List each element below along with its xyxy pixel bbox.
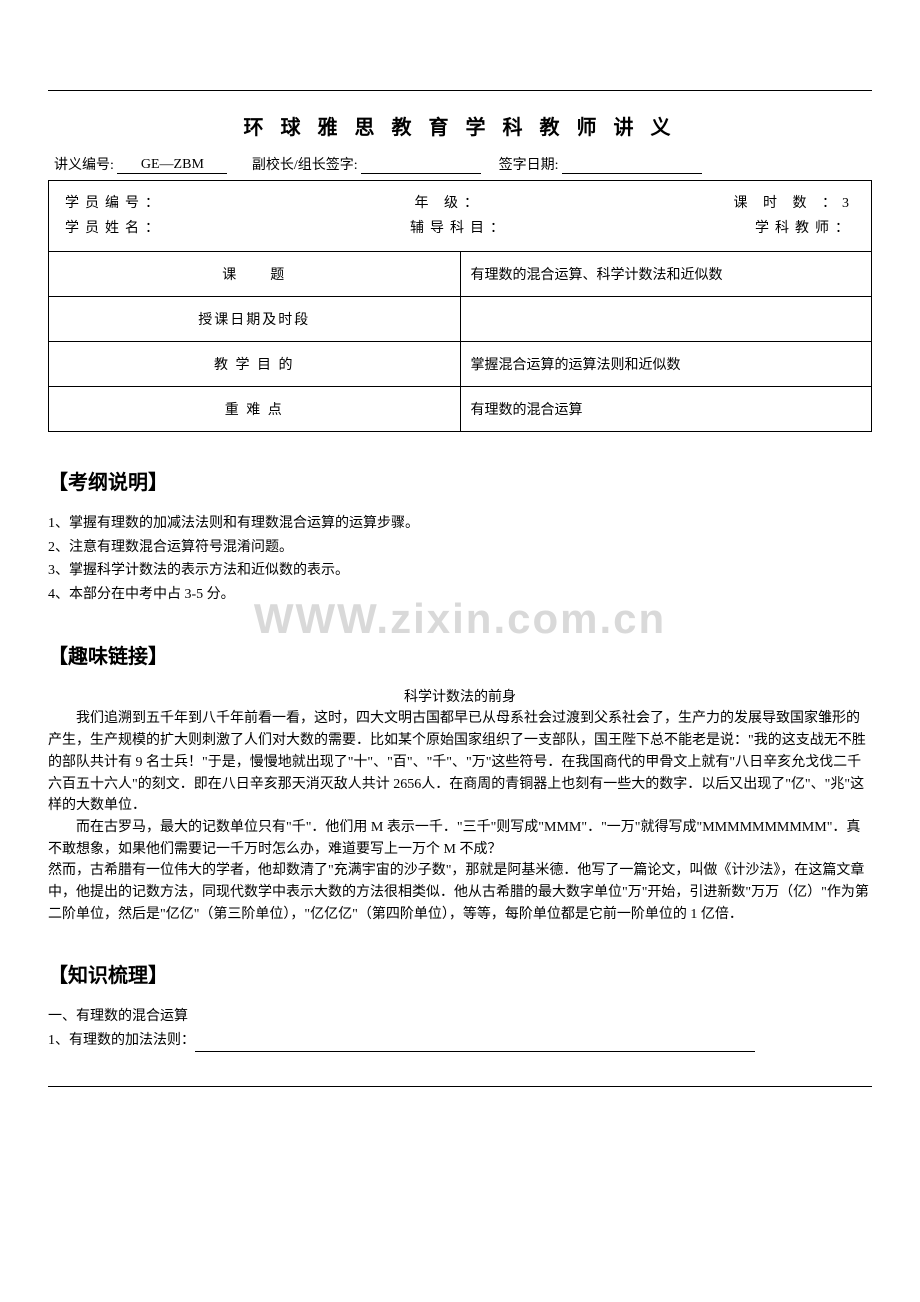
story-paragraph: 我们追溯到五千年到八千年前看一看，这时，四大文明古国都早已从母系社会过渡到父系社… — [48, 708, 872, 816]
story-paragraph: 然而，古希腊有一位伟大的学者，他却数清了"充满宇宙的沙子数"，那就是阿基米德．他… — [48, 860, 872, 925]
doc-no-label: 讲义编号: — [54, 154, 114, 174]
outline-heading: 【考纲说明】 — [48, 466, 872, 495]
top-rule — [48, 90, 872, 91]
story-paragraph: 而在古罗马，最大的记数单位只有"千"．他们用 M 表示一千．"三千"则写成"MM… — [48, 817, 872, 860]
page-title: 环 球 雅 思 教 育 学 科 教 师 讲 义 — [48, 111, 872, 140]
row-label: 教 学 目 的 — [49, 342, 461, 387]
grade-label: 年 级： — [415, 191, 485, 216]
sign-date-label: 签字日期: — [499, 154, 559, 174]
knowledge-heading: 【知识梳理】 — [48, 959, 872, 988]
row-label: 重 难 点 — [49, 387, 461, 432]
hours-label: 课 时 数 ：3 — [734, 191, 856, 216]
row-value — [460, 297, 872, 342]
k2-label: 1、有理数的加法法则： — [48, 1033, 195, 1048]
table-row: 教 学 目 的 掌握混合运算的运算法则和近似数 — [49, 342, 872, 387]
list-item: 1、掌握有理数的加减法法则和有理数混合运算的运算步骤。 — [48, 513, 872, 535]
subject-label: 辅导科目： — [410, 216, 510, 241]
fill-blank — [195, 1051, 755, 1052]
k-line: 一、有理数的混合运算 — [48, 1006, 872, 1028]
row-label: 授课日期及时段 — [49, 297, 461, 342]
table-row: 课 题 有理数的混合运算、科学计数法和近似数 — [49, 252, 872, 297]
vp-sign-label: 副校长/组长签字: — [252, 154, 358, 174]
bottom-rule — [48, 1086, 872, 1087]
link-heading: 【趣味链接】 — [48, 640, 872, 669]
table-row: 授课日期及时段 — [49, 297, 872, 342]
info-table: 学员编号： 年 级： 课 时 数 ：3 学员姓名： 辅导科目： 学科教师： 课 … — [48, 180, 872, 432]
knowledge-block: 一、有理数的混合运算 1、有理数的加法法则： — [48, 1006, 872, 1051]
row-value: 有理数的混合运算 — [460, 387, 872, 432]
story-title: 科学计数法的前身 — [48, 687, 872, 709]
list-item: 3、掌握科学计数法的表示方法和近似数的表示。 — [48, 560, 872, 582]
table-row: 重 难 点 有理数的混合运算 — [49, 387, 872, 432]
outline-list: 1、掌握有理数的加减法法则和有理数混合运算的运算步骤。 2、注意有理数混合运算符… — [48, 513, 872, 606]
teacher-label: 学科教师： — [755, 216, 855, 241]
student-no-label: 学员编号： — [65, 191, 165, 216]
story-block: 科学计数法的前身 我们追溯到五千年到八千年前看一看，这时，四大文明古国都早已从母… — [48, 687, 872, 926]
list-item: 2、注意有理数混合运算符号混淆问题。 — [48, 537, 872, 559]
vp-sign-blank — [361, 157, 481, 174]
doc-no-value: GE—ZBM — [117, 157, 227, 174]
list-item: 4、本部分在中考中占 3-5 分。 — [48, 584, 872, 606]
row-label: 课 题 — [49, 252, 461, 297]
header-line: 讲义编号: GE—ZBM 副校长/组长签字: 签字日期: — [48, 154, 872, 174]
row-value: 掌握混合运算的运算法则和近似数 — [460, 342, 872, 387]
sign-date-blank — [562, 157, 702, 174]
student-name-label: 学员姓名： — [65, 216, 165, 241]
k-line: 1、有理数的加法法则： — [48, 1030, 872, 1052]
row-value: 有理数的混合运算、科学计数法和近似数 — [460, 252, 872, 297]
